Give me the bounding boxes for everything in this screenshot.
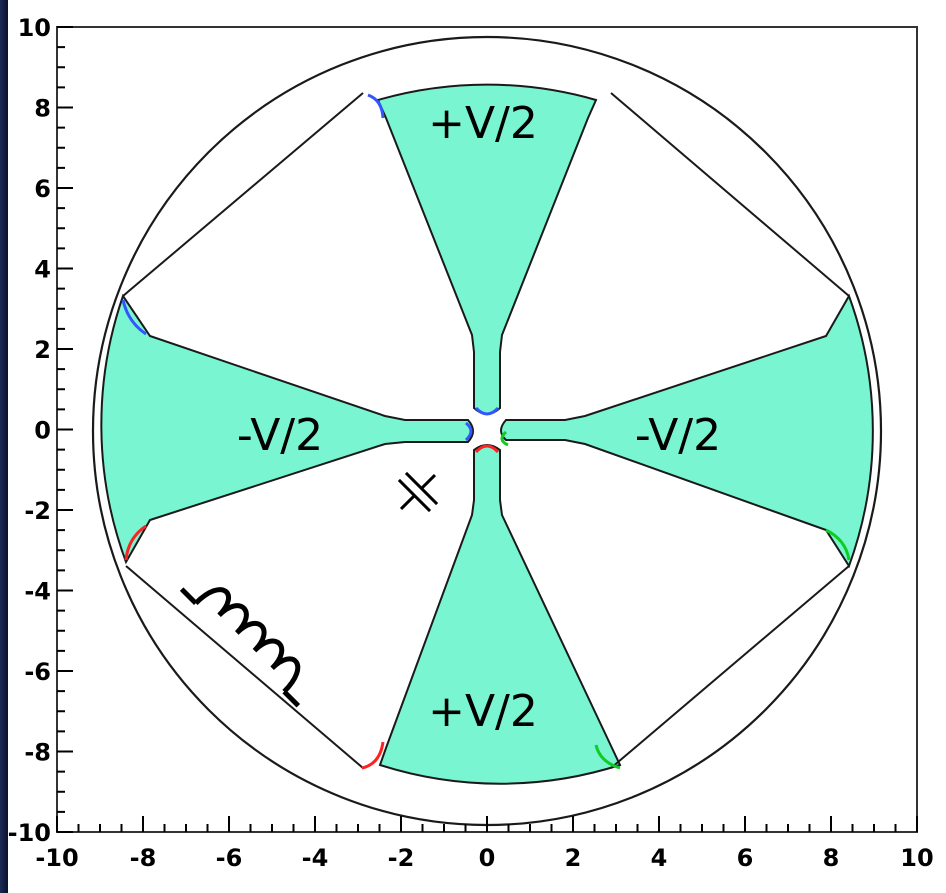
tip-left-bottom: [124, 524, 147, 561]
electrode-bottom: [378, 444, 622, 785]
x-tick-label: -4: [302, 844, 329, 872]
tip-center-left: [464, 421, 473, 442]
electrode-fills: [100, 83, 874, 785]
tip-center-top: [474, 406, 500, 416]
tip-center-bottom: [474, 444, 500, 454]
electrode-tips: [121, 93, 851, 770]
y-tick-label: 2: [34, 336, 51, 364]
boundary-bl-1: [125, 565, 364, 769]
label-bottom: +V/2: [428, 686, 538, 737]
x-tick-label: 6: [737, 844, 754, 872]
y-tick-label: 8: [34, 95, 51, 123]
x-tick-label: 10: [900, 844, 933, 872]
boundary-tl-1: [122, 92, 364, 297]
tip-top-left: [367, 93, 385, 119]
tip-bottom-right: [594, 744, 621, 770]
y-tick-label: -4: [24, 578, 51, 606]
tip-bottom-left: [361, 741, 385, 770]
ground-boundaries: [122, 92, 850, 769]
x-tick-label: -6: [216, 844, 243, 872]
x-tick-label: 2: [565, 844, 582, 872]
label-left: -V/2: [237, 410, 323, 461]
x-axis: -10 -8 -6 -4 -2 0 2 4 6 8 10: [35, 816, 934, 872]
y-tick-label: 4: [34, 256, 51, 284]
inductor-symbol: [179, 587, 301, 708]
y-tick-label: -10: [8, 819, 51, 847]
y-tick-label: 6: [34, 175, 51, 203]
boundary-tr-1: [610, 92, 850, 297]
label-right: -V/2: [635, 410, 721, 461]
label-top: +V/2: [428, 98, 538, 149]
electrode-left: [100, 293, 474, 565]
x-tick-label: -10: [35, 844, 78, 872]
y-tick-label: 0: [34, 417, 51, 445]
tip-left-top: [121, 299, 147, 336]
x-tick-label: -8: [130, 844, 157, 872]
y-axis: 10 8 6 4 2 0 -2 -4 -6 -8 -10: [8, 14, 73, 847]
boundary-br-1: [610, 565, 850, 769]
electrode-right: [500, 293, 874, 569]
y-tick-label: -2: [24, 497, 51, 525]
y-tick-label: 10: [18, 14, 51, 42]
x-tick-label: 0: [479, 844, 496, 872]
capacitor-symbol: [397, 471, 439, 513]
x-tick-label: -2: [388, 844, 415, 872]
y-tick-label: -6: [24, 658, 51, 686]
y-tick-label: -8: [24, 739, 51, 767]
x-tick-label: 4: [651, 844, 668, 872]
x-tick-label: 8: [823, 844, 840, 872]
tip-right-bottom: [825, 528, 851, 561]
tip-center-right: [500, 430, 509, 447]
